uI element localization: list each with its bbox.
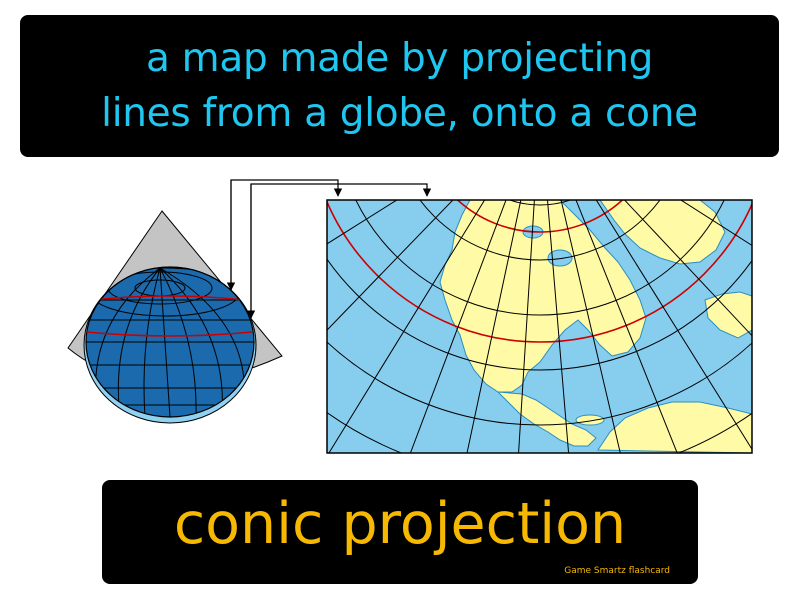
conic-map-icon bbox=[326, 199, 753, 454]
definition-line-1: a map made by projecting bbox=[145, 36, 654, 81]
projection-arrow-icon bbox=[226, 179, 432, 319]
brand-label: Game Smartz flashcard bbox=[564, 566, 670, 576]
term-box: conic projection Game Smartz flashcard bbox=[102, 480, 698, 584]
term-title: conic projection bbox=[173, 491, 627, 557]
definition-box: a map made by projecting lines from a gl… bbox=[20, 15, 779, 157]
definition-line-2: lines from a globe, onto a cone bbox=[101, 91, 698, 136]
